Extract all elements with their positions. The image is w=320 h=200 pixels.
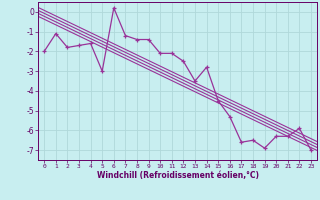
X-axis label: Windchill (Refroidissement éolien,°C): Windchill (Refroidissement éolien,°C)	[97, 171, 259, 180]
